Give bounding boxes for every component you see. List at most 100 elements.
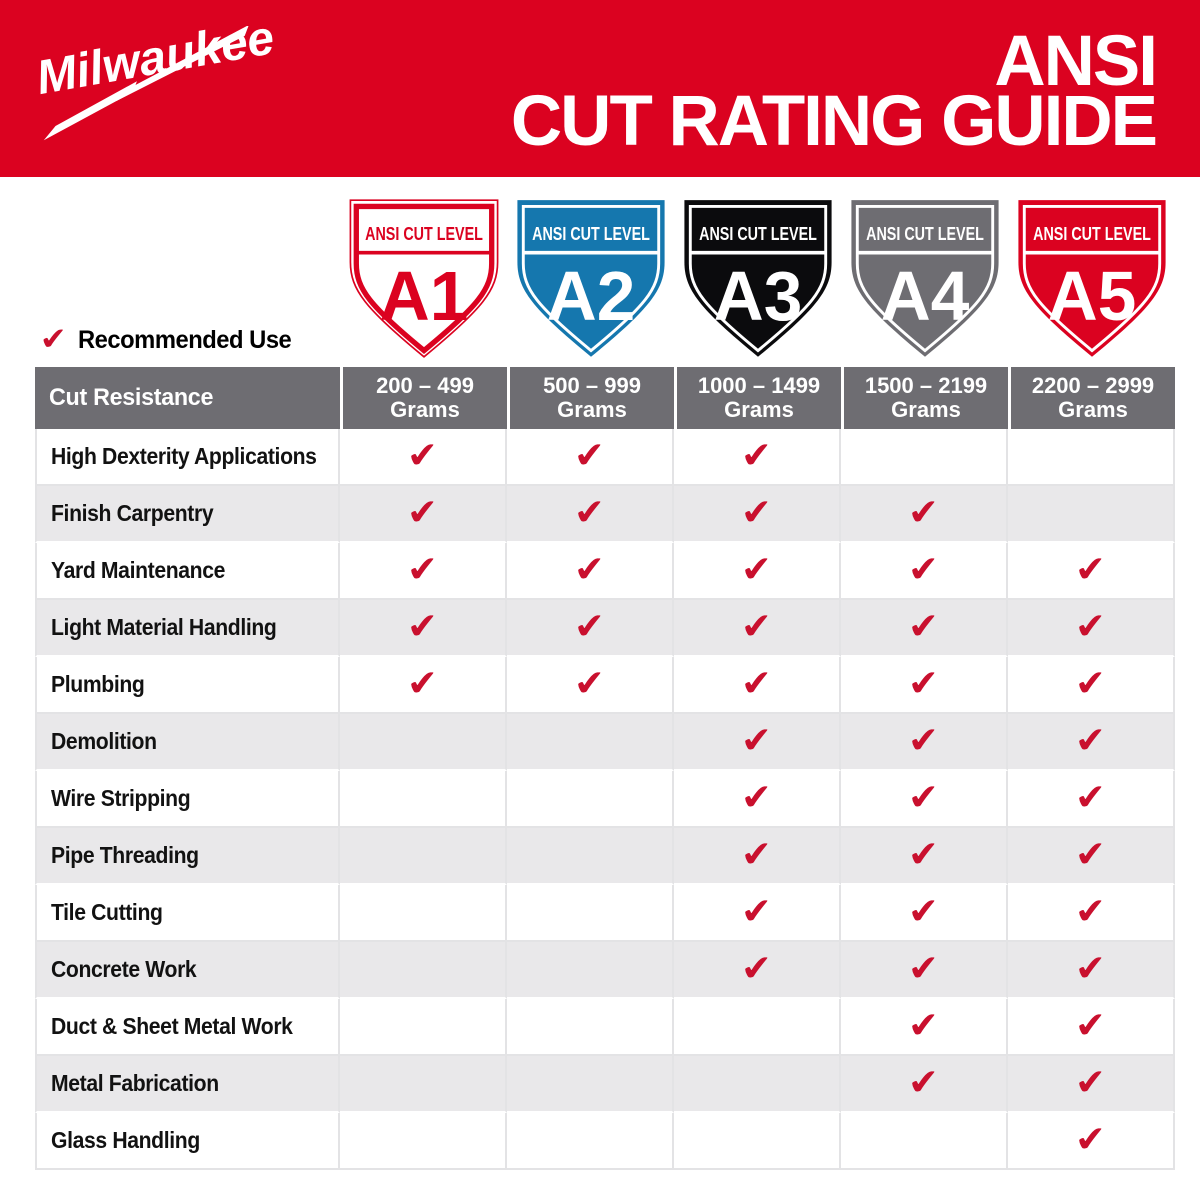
row-label: Yard Maintenance: [51, 557, 226, 583]
column-header: 1000 – 1499 Grams: [674, 367, 841, 429]
table-row: High Dexterity Applications ✔ ✔ ✔: [35, 429, 1200, 486]
table-row: Duct & Sheet Metal Work ✔ ✔: [35, 999, 1200, 1056]
check-icon: ✔: [906, 1061, 941, 1105]
masthead: Milwaukee ® ANSI CUT RATING GUIDE: [0, 0, 1200, 177]
table-header-row: Cut Resistance 200 – 499 Grams 500 – 999 Gr…: [35, 367, 1200, 429]
check-icon: ✔: [739, 662, 774, 706]
check-cell: ✔: [674, 600, 841, 657]
ansi-shield-a5: ANSI CUT LEVEL A5: [1008, 197, 1175, 361]
table-row: Metal Fabrication ✔ ✔: [35, 1056, 1200, 1113]
row-label-cell: Light Material Handling: [35, 600, 340, 657]
corner-label: Cut Resistance: [49, 383, 214, 411]
check-icon: ✔: [739, 776, 774, 820]
gram-range: 1000 – 1499: [697, 372, 821, 398]
check-icon: ✔: [38, 321, 69, 358]
shield-graphic-a2: ANSI CUT LEVEL A2: [516, 200, 665, 357]
check-icon: ✔: [1073, 1061, 1108, 1105]
corner-header-cell: Cut Resistance: [35, 367, 340, 429]
check-cell: ✔: [1008, 657, 1175, 714]
check-cell: ✔: [674, 771, 841, 828]
shield-graphic-a1: ANSI CUT LEVEL A1: [349, 199, 498, 358]
row-label: Glass Handling: [51, 1127, 200, 1153]
ansi-shield-a2: ANSI CUT LEVEL A2: [507, 197, 674, 361]
column-header: 200 – 499 Grams: [340, 367, 507, 429]
gram-unit: Grams: [390, 397, 460, 422]
row-label: Light Material Handling: [51, 614, 277, 640]
check-cell: ✔: [340, 429, 507, 486]
check-cell: ✔: [841, 885, 1008, 942]
check-cell: [841, 429, 1008, 486]
check-icon: ✔: [1073, 1118, 1108, 1162]
row-label: Demolition: [51, 728, 157, 754]
page-title: ANSI CUT RATING GUIDE: [510, 26, 1158, 161]
check-cell: ✔: [841, 999, 1008, 1056]
row-label-cell: Duct & Sheet Metal Work: [35, 999, 340, 1056]
row-label-cell: Demolition: [35, 714, 340, 771]
shield-graphic-a3: ANSI CUT LEVEL A3: [683, 200, 832, 357]
row-label-cell: Pipe Threading: [35, 828, 340, 885]
check-cell: ✔: [841, 657, 1008, 714]
row-label-cell: Finish Carpentry: [35, 486, 340, 543]
check-cell: ✔: [674, 942, 841, 999]
check-icon: ✔: [739, 890, 774, 934]
check-icon: ✔: [572, 662, 607, 706]
check-cell: [507, 1113, 674, 1170]
row-label: Plumbing: [51, 671, 145, 697]
check-cell: [340, 714, 507, 771]
row-label-cell: Metal Fabrication: [35, 1056, 340, 1113]
check-cell: ✔: [674, 714, 841, 771]
table-row: Wire Stripping ✔ ✔ ✔: [35, 771, 1200, 828]
check-cell: ✔: [841, 828, 1008, 885]
check-cell: ✔: [674, 828, 841, 885]
title-line-2: CUT RATING GUIDE: [510, 81, 1158, 161]
check-icon: ✔: [906, 548, 941, 592]
lightning-bolt-icon: [116, 24, 249, 101]
gram-range: 500 – 999: [543, 372, 641, 398]
gram-range: 200 – 499: [376, 372, 474, 398]
check-cell: [340, 1056, 507, 1113]
row-label: Duct & Sheet Metal Work: [51, 1013, 293, 1039]
check-icon: ✔: [739, 719, 774, 763]
check-cell: ✔: [674, 657, 841, 714]
check-cell: [340, 1113, 507, 1170]
check-cell: [340, 999, 507, 1056]
cut-resistance-table: Cut Resistance 200 – 499 Grams 500 – 999 Gr…: [35, 367, 1200, 1170]
milwaukee-logo-graphic: Milwaukee ®: [32, 6, 278, 140]
gram-unit: Grams: [891, 397, 961, 422]
shield-level-label: ANSI CUT LEVEL: [1033, 223, 1151, 244]
row-label-cell: Tile Cutting: [35, 885, 340, 942]
column-header: 1500 – 2199 Grams: [841, 367, 1008, 429]
gram-unit: Grams: [724, 397, 794, 422]
ansi-shield-a1: ANSI CUT LEVEL A1: [340, 197, 507, 361]
check-cell: ✔: [340, 543, 507, 600]
shield-code: A1: [379, 257, 468, 335]
ansi-shield-a3: ANSI CUT LEVEL A3: [674, 197, 841, 361]
check-cell: [507, 885, 674, 942]
row-label-cell: Plumbing: [35, 657, 340, 714]
check-cell: ✔: [841, 1056, 1008, 1113]
check-cell: [1008, 429, 1175, 486]
row-label-cell: High Dexterity Applications: [35, 429, 340, 486]
table-body: High Dexterity Applications ✔ ✔ ✔ Finish Car…: [35, 429, 1200, 1170]
gram-range: 2200 – 2999: [1031, 372, 1155, 398]
shield-level-label: ANSI CUT LEVEL: [866, 223, 984, 244]
table-row: Pipe Threading ✔ ✔ ✔: [35, 828, 1200, 885]
table-row: Demolition ✔ ✔ ✔: [35, 714, 1200, 771]
check-icon: ✔: [1073, 548, 1108, 592]
check-cell: ✔: [674, 543, 841, 600]
table-row: Tile Cutting ✔ ✔ ✔: [35, 885, 1200, 942]
milwaukee-logo: Milwaukee ®: [30, 6, 280, 156]
table-row: Glass Handling ✔: [35, 1113, 1200, 1170]
check-cell: ✔: [1008, 942, 1175, 999]
check-icon: ✔: [906, 890, 941, 934]
check-icon: ✔: [906, 719, 941, 763]
check-cell: ✔: [841, 486, 1008, 543]
check-icon: ✔: [405, 548, 440, 592]
gram-unit: Grams: [1058, 397, 1128, 422]
check-cell: ✔: [1008, 543, 1175, 600]
check-icon: ✔: [906, 1004, 941, 1048]
shield-row: ✔ Recommended Use ANSI CUT LEVEL A1 ANSI…: [35, 193, 1200, 361]
shield-graphic-a4: ANSI CUT LEVEL A4: [850, 200, 999, 357]
check-icon: ✔: [572, 434, 607, 478]
shield-code: A2: [546, 257, 635, 335]
